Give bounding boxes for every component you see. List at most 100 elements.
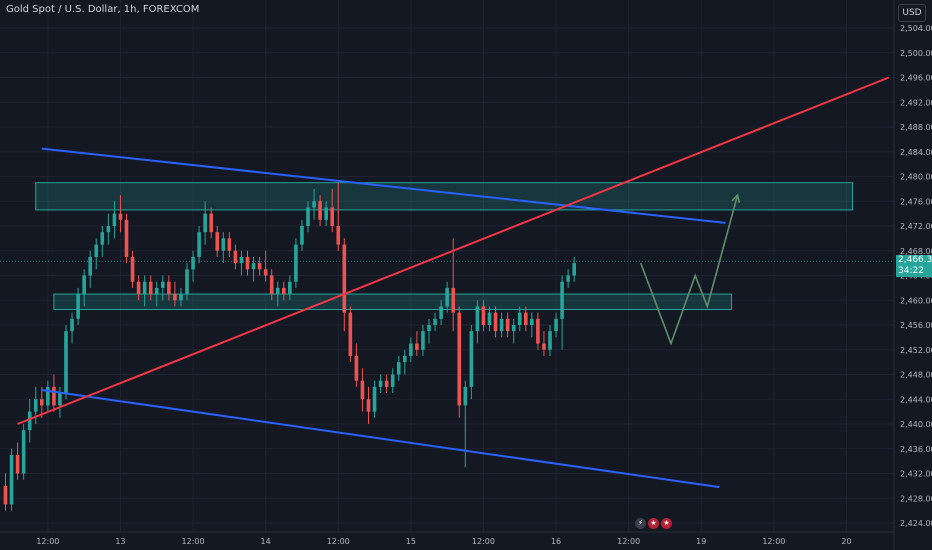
- x-tick-label: 14: [261, 537, 271, 546]
- y-tick-label: 2,476.00: [900, 197, 932, 206]
- candle-body: [493, 312, 498, 332]
- us-flag-icon[interactable]: ★: [648, 518, 659, 529]
- last-price-tag: 2,466.31 34:22: [896, 255, 932, 277]
- candle-body: [403, 355, 407, 363]
- candle-body: [112, 213, 117, 226]
- x-tick-label: 13: [115, 537, 125, 546]
- candle-body: [203, 213, 207, 233]
- candle-body: [275, 287, 280, 295]
- candle-body: [167, 281, 171, 295]
- x-tick-label: 12:00: [472, 537, 495, 546]
- candle-body: [148, 281, 153, 295]
- candle-body: [451, 287, 455, 313]
- candle-body: [366, 399, 371, 412]
- candle-body: [263, 269, 268, 276]
- y-tick-label: 2,428.00: [900, 494, 932, 503]
- candle-body: [306, 207, 310, 226]
- candle-body: [191, 256, 195, 270]
- y-tick-label: 2,460.00: [900, 296, 932, 305]
- x-tick-label: 15: [406, 537, 416, 546]
- candle-body: [378, 380, 383, 387]
- candle-body: [142, 281, 147, 295]
- y-tick-label: 2,432.00: [900, 470, 932, 479]
- y-tick-label: 2,444.00: [900, 395, 932, 404]
- candle-body: [239, 256, 244, 264]
- candle-body: [179, 294, 183, 301]
- candle-body: [118, 213, 123, 220]
- candle-body: [70, 318, 74, 332]
- candle-body: [433, 318, 437, 325]
- x-tick-label: 12:00: [327, 537, 350, 546]
- projection-arrowhead: [731, 193, 741, 204]
- candle-body: [342, 244, 347, 313]
- candle-body: [530, 318, 534, 325]
- candle-body: [161, 281, 165, 288]
- candle-body: [439, 306, 443, 319]
- candle-body: [221, 238, 226, 251]
- candle-body: [536, 318, 540, 344]
- lightning-icon[interactable]: ⚡: [635, 518, 646, 529]
- y-tick-label: 2,468.00: [900, 247, 932, 256]
- x-tick-label: 12:00: [182, 537, 205, 546]
- trendline-1: [41, 388, 720, 489]
- currency-button[interactable]: USD: [898, 4, 926, 22]
- candle-body: [318, 201, 322, 220]
- us-flag-icon-2[interactable]: ★: [661, 518, 672, 529]
- candle-body: [15, 454, 20, 474]
- candle-body: [245, 256, 250, 270]
- candle-body: [197, 232, 201, 257]
- candle-body: [572, 263, 576, 276]
- candle-body: [185, 269, 189, 295]
- candle-body: [64, 331, 68, 394]
- y-tick-label: 2,504.00: [900, 24, 932, 33]
- zone-rect-0: [35, 182, 853, 211]
- candle-body: [330, 207, 334, 226]
- trendline-2: [17, 76, 890, 425]
- candle-body: [257, 263, 262, 270]
- trendline-0: [41, 147, 726, 224]
- candle-body: [396, 362, 401, 375]
- zone-rect-1: [53, 293, 732, 311]
- y-tick-label: 2,424.00: [900, 519, 932, 528]
- candle-body: [300, 226, 304, 245]
- y-tick-label: 2,440.00: [900, 420, 932, 429]
- candle-body: [130, 256, 135, 282]
- candle-body: [94, 244, 99, 257]
- candle-body: [269, 275, 274, 295]
- candle-body: [294, 244, 298, 282]
- symbol-title[interactable]: Gold Spot / U.S. Dollar, 1h, FOREXCOM: [6, 4, 200, 15]
- candle-body: [487, 312, 492, 325]
- candle-body: [457, 312, 462, 406]
- candle-body: [100, 232, 105, 245]
- y-tick-label: 2,484.00: [900, 148, 932, 157]
- y-tick-label: 2,452.00: [900, 346, 932, 355]
- candle-body: [463, 386, 468, 406]
- candle-body: [372, 386, 377, 412]
- x-tick-label: 20: [841, 537, 851, 546]
- projection-path: [640, 194, 739, 346]
- candle-body: [46, 386, 50, 406]
- candle-body: [554, 318, 558, 332]
- y-tick-label: 2,488.00: [900, 123, 932, 132]
- candle-body: [481, 306, 486, 325]
- candle-body: [154, 287, 159, 295]
- candle-body: [124, 219, 129, 257]
- y-tick-label: 2,492.00: [900, 98, 932, 107]
- x-tick-label: 16: [551, 537, 561, 546]
- candle-body: [517, 312, 522, 325]
- candle-body: [354, 355, 359, 381]
- candle-body: [136, 281, 141, 295]
- candle-body: [27, 411, 32, 431]
- candle-body: [82, 275, 86, 295]
- candle-body: [52, 386, 56, 406]
- candle-body: [209, 213, 213, 233]
- candle-body: [511, 325, 516, 332]
- x-tick-label: 12:00: [36, 537, 59, 546]
- candle-body: [40, 399, 44, 406]
- bar-countdown: 34:22: [898, 266, 924, 276]
- candle-body: [288, 281, 292, 295]
- candle-body: [58, 393, 62, 406]
- candle-body: [560, 281, 564, 319]
- candle-body: [215, 232, 220, 251]
